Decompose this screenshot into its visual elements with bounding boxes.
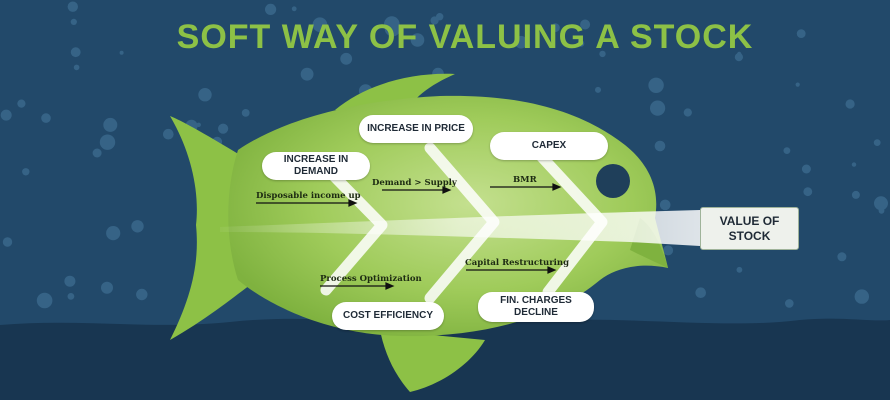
bubble	[67, 1, 79, 12]
cause-capital-restructuring: Capital Restructuring	[465, 258, 570, 268]
bubble	[218, 123, 229, 134]
bubble	[265, 3, 277, 16]
bubble	[106, 226, 121, 241]
bubble	[734, 53, 744, 62]
bubble	[22, 168, 30, 176]
bubble	[312, 17, 328, 32]
bubble	[70, 47, 81, 58]
bubble	[874, 196, 888, 211]
bubble	[103, 117, 118, 132]
cause-demand-supply: Demand > Supply	[372, 178, 457, 188]
bubble	[92, 148, 102, 158]
bubble	[300, 67, 314, 81]
fish-bottom-fin	[380, 330, 485, 392]
cause-disposable-income: Disposable income up	[256, 191, 361, 201]
bubble	[136, 288, 148, 301]
bubble	[99, 134, 116, 150]
bubble	[119, 50, 124, 55]
bubble	[2, 237, 13, 247]
cause-bmr: BMR	[513, 175, 537, 185]
bubble	[599, 50, 606, 58]
bubble	[67, 293, 75, 300]
bubble	[845, 99, 855, 109]
bubble	[785, 299, 794, 308]
box-fin-charges-decline: FIN. CHARGES DECLINE	[478, 292, 594, 322]
bubble	[410, 33, 425, 47]
bubble	[851, 162, 857, 167]
fish-bones	[320, 142, 608, 304]
fish-spine	[220, 210, 700, 246]
bubble	[796, 29, 806, 38]
bubble	[683, 108, 692, 117]
bubble	[648, 77, 664, 94]
bubble	[291, 6, 297, 12]
bubble	[736, 266, 743, 273]
bubble	[514, 35, 528, 49]
cause-arrows	[256, 183, 562, 290]
box-increase-in-demand: INCREASE IN DEMAND	[262, 152, 370, 180]
value-of-stock-box: VALUE OF STOCK	[700, 207, 799, 250]
box-increase-in-price: INCREASE IN PRICE	[359, 115, 473, 143]
bubble	[854, 289, 869, 304]
bubble	[163, 128, 174, 140]
bubble	[577, 40, 585, 47]
bubble	[73, 64, 80, 71]
bubble	[340, 52, 353, 65]
bubble	[803, 187, 813, 197]
bubble	[837, 252, 847, 262]
bubble	[580, 19, 591, 30]
bubble	[17, 99, 26, 108]
bubble	[36, 292, 53, 309]
box-cost-efficiency: COST EFFICIENCY	[332, 302, 444, 330]
box-capex: CAPEX	[490, 132, 608, 160]
bubble	[695, 287, 706, 299]
bubble	[659, 199, 671, 211]
bubble	[384, 16, 400, 32]
bubble	[131, 220, 144, 233]
cause-process-optimization: Process Optimization	[320, 274, 422, 284]
bubble	[241, 109, 250, 117]
bubble	[795, 82, 800, 87]
bubble	[430, 16, 439, 25]
bubble	[64, 275, 76, 287]
bubble	[196, 122, 201, 128]
fish-tail	[170, 116, 250, 340]
bubble	[198, 88, 212, 102]
bubble	[654, 140, 666, 152]
bubble	[41, 113, 51, 123]
fish-eye	[596, 164, 630, 198]
bubble	[0, 109, 12, 121]
bubble	[851, 190, 860, 199]
diagram-title: SOFT WAY OF VALUING A STOCK	[176, 18, 754, 56]
bubble	[551, 23, 560, 32]
bubble	[101, 281, 113, 294]
bubble	[878, 207, 885, 214]
bubble	[783, 147, 791, 155]
bubble	[873, 139, 881, 147]
bubble	[650, 100, 666, 116]
bubble	[70, 18, 77, 25]
bubble	[595, 86, 601, 93]
bubble	[663, 245, 674, 256]
bubble	[801, 164, 811, 174]
